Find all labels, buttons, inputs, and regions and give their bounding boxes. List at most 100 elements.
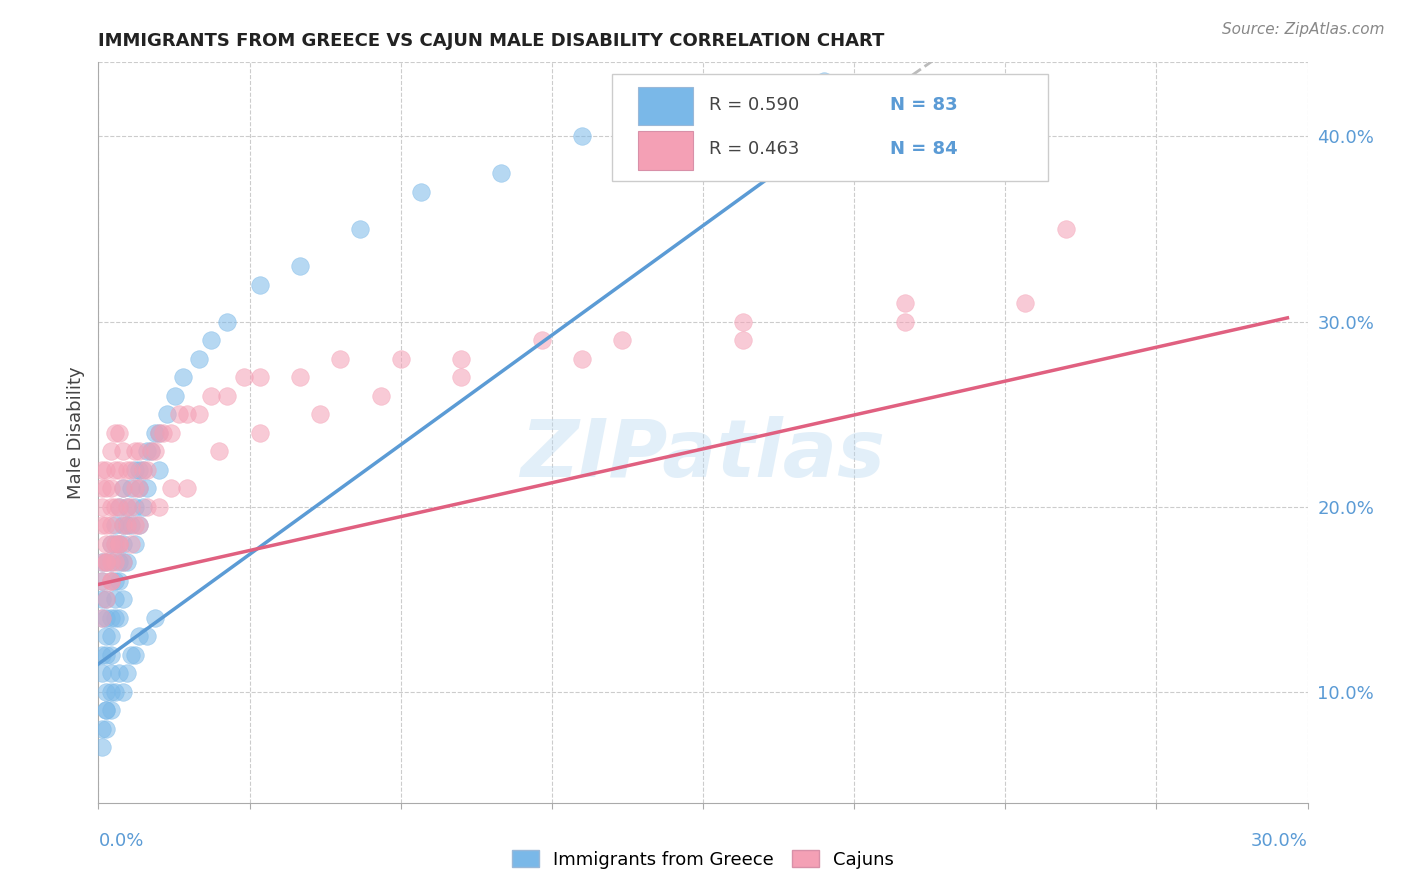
Y-axis label: Male Disability: Male Disability [66, 367, 84, 499]
Point [389, 351, 412, 366]
Point [100, 666, 122, 681]
Point [450, 351, 472, 366]
Point [135, 500, 157, 514]
Point [349, 222, 371, 236]
Point [120, 536, 142, 550]
Point [128, 481, 150, 495]
Point [111, 685, 134, 699]
Point [103, 462, 125, 476]
Point [143, 610, 166, 624]
Point [156, 407, 179, 421]
Point [103, 574, 125, 588]
Point [91, 740, 114, 755]
Point [651, 111, 673, 125]
Point [893, 296, 915, 310]
Point [100, 444, 122, 458]
Point [135, 629, 157, 643]
Point [370, 389, 392, 403]
Point [309, 407, 332, 421]
Point [128, 518, 150, 533]
Point [96, 722, 118, 736]
Point [120, 462, 142, 476]
Point [107, 536, 129, 550]
Point [96, 555, 118, 569]
Point [135, 481, 157, 495]
Point [111, 555, 134, 569]
Legend: Immigrants from Greece, Cajuns: Immigrants from Greece, Cajuns [505, 843, 901, 876]
Point [128, 518, 150, 533]
Point [120, 518, 142, 533]
Point [148, 500, 170, 514]
Text: Source: ZipAtlas.com: Source: ZipAtlas.com [1222, 22, 1385, 37]
Point [103, 610, 125, 624]
Point [107, 555, 129, 569]
Point [893, 314, 915, 328]
Point [96, 648, 118, 662]
Point [96, 555, 118, 569]
Point [103, 518, 125, 533]
Point [172, 370, 194, 384]
Point [100, 555, 122, 569]
Point [111, 536, 134, 550]
Point [143, 425, 166, 440]
Point [91, 555, 114, 569]
Point [111, 555, 134, 569]
Point [249, 425, 271, 440]
Text: ZIPatlas: ZIPatlas [520, 416, 886, 494]
Point [100, 574, 122, 588]
Point [128, 629, 150, 643]
Point [167, 407, 190, 421]
Point [103, 536, 125, 550]
Point [128, 481, 150, 495]
Point [96, 555, 118, 569]
Point [612, 333, 634, 347]
Point [120, 648, 142, 662]
Point [103, 592, 125, 607]
Text: R = 0.590: R = 0.590 [709, 96, 799, 114]
Text: N = 84: N = 84 [890, 140, 957, 158]
Point [733, 333, 755, 347]
Point [103, 425, 125, 440]
Point [107, 666, 129, 681]
Point [176, 481, 198, 495]
Point [107, 500, 129, 514]
Point [100, 555, 122, 569]
Point [100, 500, 122, 514]
Point [96, 592, 118, 607]
Point [107, 574, 129, 588]
Point [124, 481, 146, 495]
Point [188, 351, 211, 366]
Point [111, 444, 134, 458]
Point [91, 574, 114, 588]
Point [107, 462, 129, 476]
Point [96, 703, 118, 717]
Point [491, 166, 513, 180]
Point [91, 500, 114, 514]
Point [91, 610, 114, 624]
Point [571, 129, 593, 144]
Text: N = 83: N = 83 [890, 96, 957, 114]
Point [530, 333, 553, 347]
Point [143, 444, 166, 458]
Point [91, 518, 114, 533]
Point [135, 462, 157, 476]
Point [100, 703, 122, 717]
Point [100, 536, 122, 550]
Point [329, 351, 352, 366]
Point [124, 462, 146, 476]
Point [1014, 296, 1036, 310]
Point [103, 555, 125, 569]
Point [120, 481, 142, 495]
Point [176, 407, 198, 421]
Point [111, 518, 134, 533]
Point [107, 536, 129, 550]
Point [124, 648, 146, 662]
Point [139, 444, 162, 458]
Point [200, 333, 222, 347]
Point [232, 370, 254, 384]
Point [120, 500, 142, 514]
Point [409, 185, 432, 199]
Point [124, 500, 146, 514]
Point [132, 500, 155, 514]
Point [96, 518, 118, 533]
